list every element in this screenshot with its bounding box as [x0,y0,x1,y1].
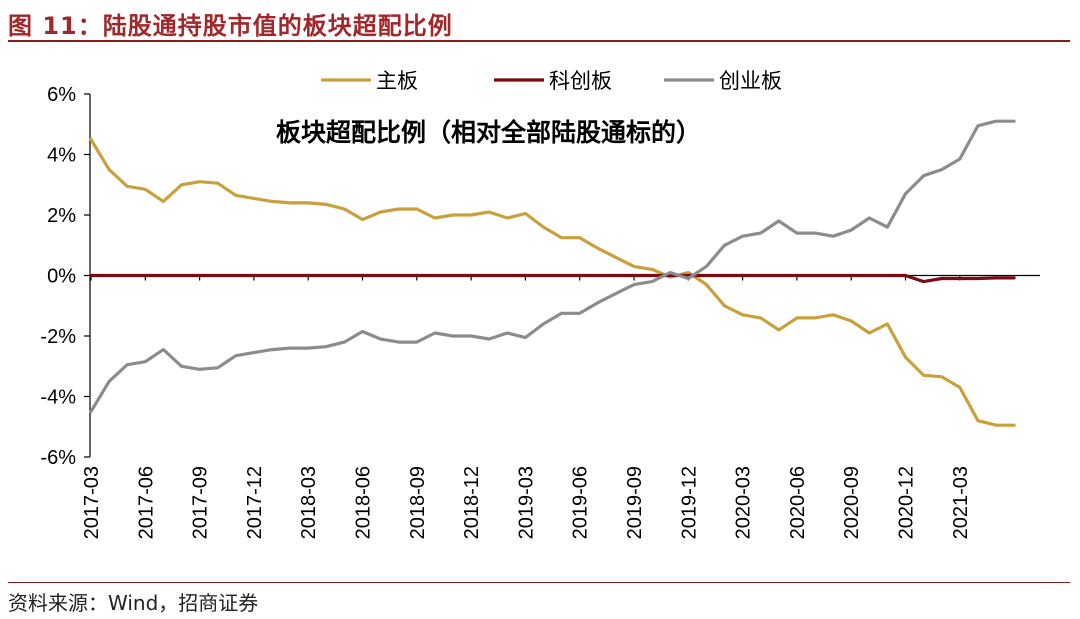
y-tick-label: 6% [47,84,76,106]
source-note: 资料来源：Wind，招商证券 [8,591,259,615]
footer-rule [8,582,1070,583]
x-axis-labels: 2017-03 2017-06 2017-09 2017-12 2018-03 2018-… [81,466,972,539]
x-tick-label: 2021-03 [950,466,972,539]
y-tick-label: -2% [40,326,76,348]
title-bar: 图 11：陆股通持股市值的板块超配比例 [0,0,1080,44]
y-tick-label: 4% [47,145,76,167]
series-line-2 [89,273,1016,284]
x-tick-label: 2017-03 [81,466,103,539]
x-tick-label: 2019-03 [515,466,537,539]
x-tick-label: 2020-03 [733,466,755,539]
y-tick-label: -4% [40,387,76,409]
x-tick-label: 2018-09 [407,466,429,539]
x-tick-label: 2019-12 [678,466,700,539]
x-tick-label: 2017-06 [135,466,157,539]
title-rule [8,40,1070,42]
chart-annotation: 板块超配比例（相对全部陆股通标的） [276,118,701,147]
x-tick-label: 2017-09 [190,466,212,539]
x-tick-label: 2018-12 [461,466,483,539]
y-tick-label: 2% [47,205,76,227]
line-chart: 6%4%2%0%-2%-4%-6% 2017-03 2017-06 2017-09 2… [40,69,1040,539]
x-tick-label: 2018-03 [298,466,320,539]
legend-label-1: 主板 [376,69,418,93]
x-tick-label: 2020-06 [787,466,809,539]
x-tick-label: 2020-12 [896,466,918,539]
x-tick-label: 2020-09 [841,466,863,539]
figure-title: 图 11：陆股通持股市值的板块超配比例 [8,12,453,40]
y-axis-labels: 6% 4% 2% 0% -2% -4% -6% [40,84,76,469]
y-tick-label: -6% [40,447,76,469]
series-line-1 [89,137,1016,427]
legend: 主板 科创板 创业板 [321,69,782,93]
x-tick-label: 2017-12 [244,466,266,539]
y-tick-label: 0% [47,266,76,288]
series-line-3 [89,119,1016,414]
x-tick-label: 2019-09 [624,466,646,539]
x-tick-label: 2018-06 [353,466,375,539]
legend-label-2: 科创板 [549,69,612,93]
x-tick-label: 2019-06 [570,466,592,539]
legend-label-3: 创业板 [719,69,782,93]
series-lines [89,119,1016,427]
